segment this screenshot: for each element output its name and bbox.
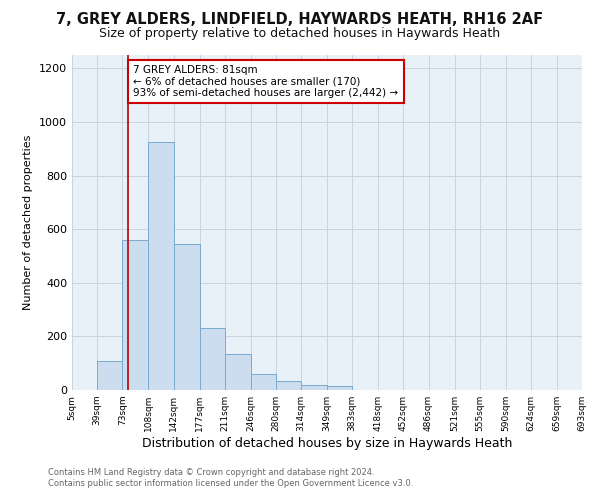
Bar [301, 384, 327, 390]
Bar [173, 244, 199, 390]
Bar [276, 380, 301, 390]
Text: 7, GREY ALDERS, LINDFIELD, HAYWARDS HEATH, RH16 2AF: 7, GREY ALDERS, LINDFIELD, HAYWARDS HEAT… [56, 12, 544, 28]
Bar [251, 374, 276, 390]
Y-axis label: Number of detached properties: Number of detached properties [23, 135, 34, 310]
Bar [199, 328, 225, 390]
X-axis label: Distribution of detached houses by size in Haywards Heath: Distribution of detached houses by size … [142, 437, 512, 450]
Bar [225, 354, 251, 390]
Text: 7 GREY ALDERS: 81sqm
← 6% of detached houses are smaller (170)
93% of semi-detac: 7 GREY ALDERS: 81sqm ← 6% of detached ho… [133, 65, 398, 98]
Bar [327, 386, 352, 390]
Bar [122, 240, 148, 390]
Text: Size of property relative to detached houses in Haywards Heath: Size of property relative to detached ho… [100, 28, 500, 40]
Bar [148, 142, 173, 390]
Bar [97, 360, 122, 390]
Text: Contains HM Land Registry data © Crown copyright and database right 2024.
Contai: Contains HM Land Registry data © Crown c… [48, 468, 413, 487]
